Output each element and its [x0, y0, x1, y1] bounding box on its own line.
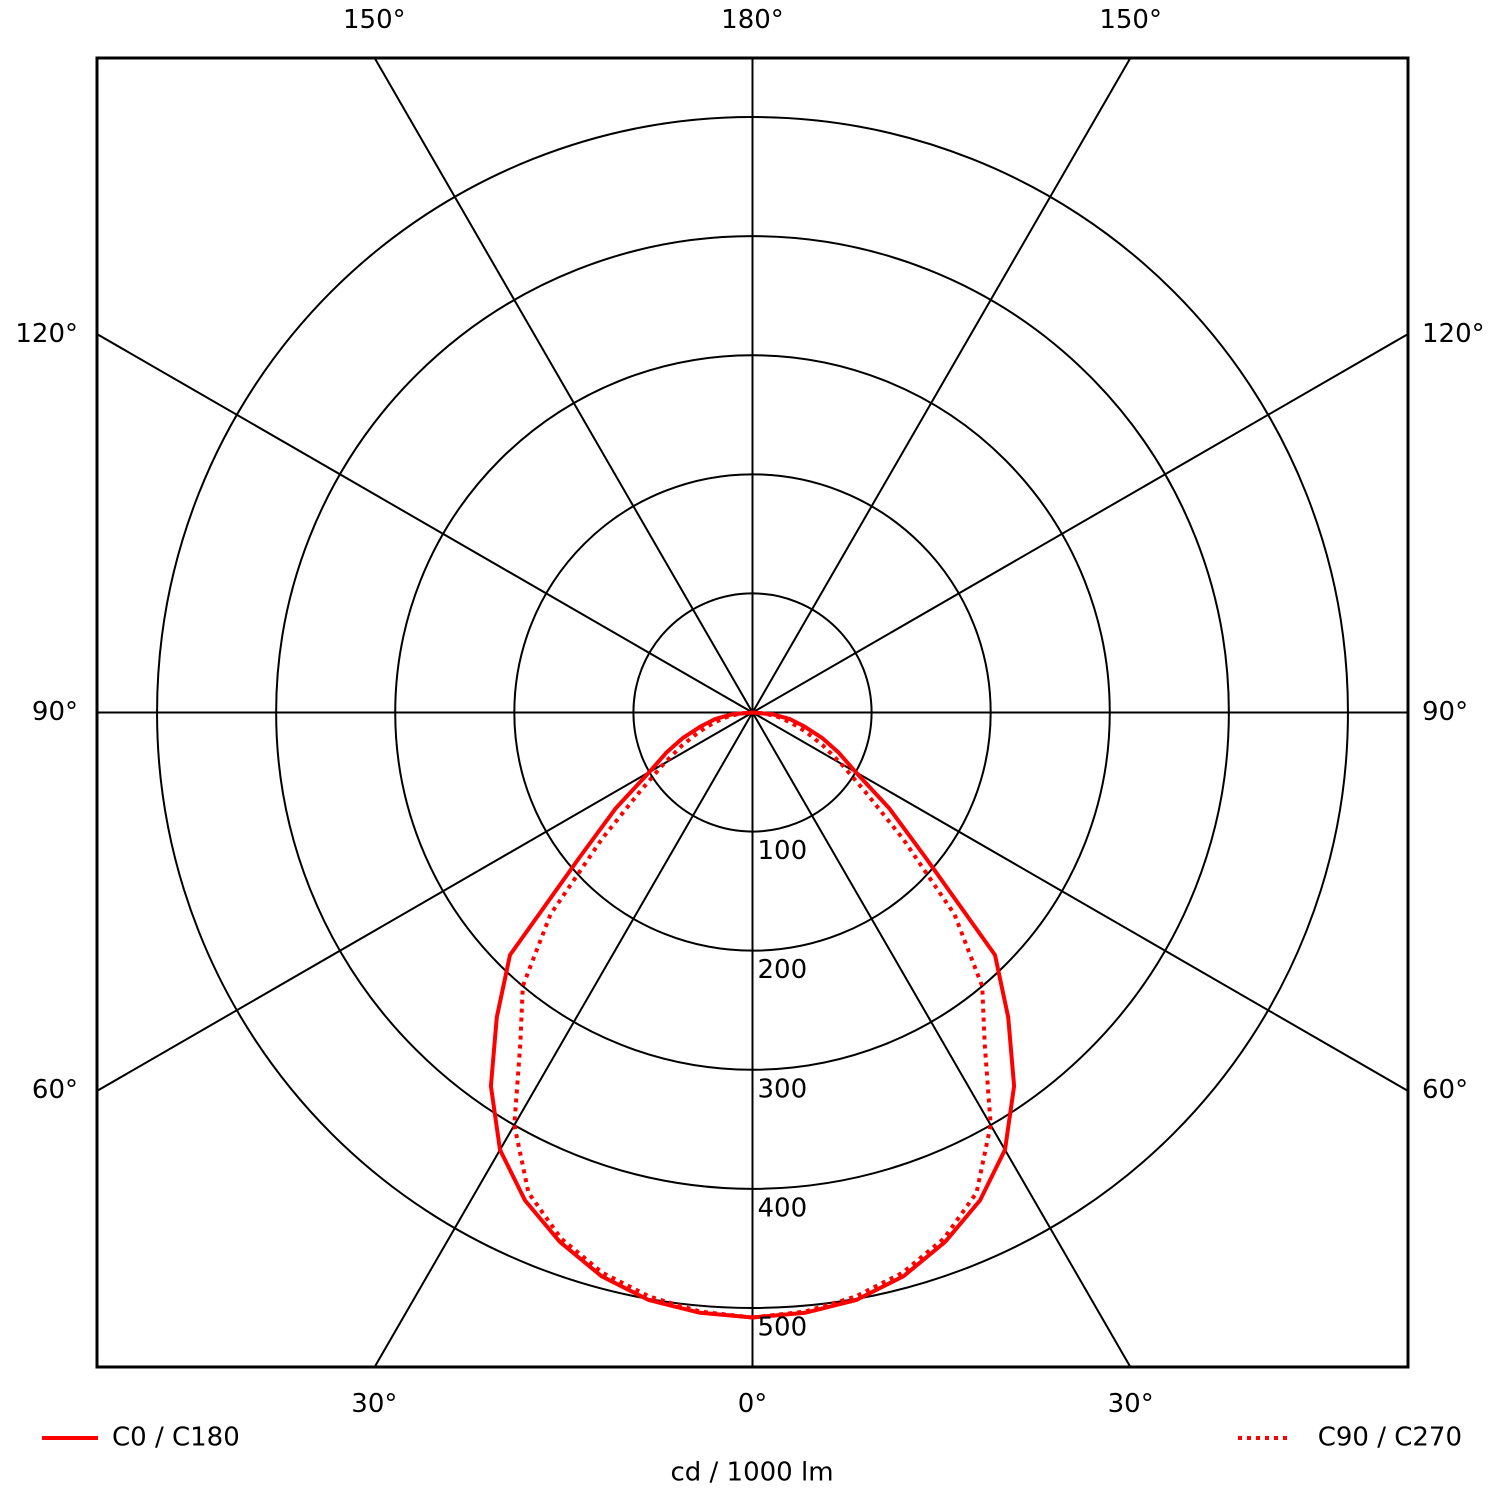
angle-tick-label: 30° — [1108, 1389, 1154, 1419]
angle-tick-label: 150° — [343, 5, 406, 35]
angle-tick-label: 120° — [15, 319, 78, 349]
grid-ray — [97, 332, 754, 714]
intensity-curve — [512, 710, 753, 1320]
angle-tick-label: 60° — [32, 1075, 78, 1105]
angle-tick-label: 0° — [738, 1389, 768, 1419]
angle-tick-label: 60° — [1422, 1075, 1468, 1105]
axis-label: cd / 1000 lm — [670, 1458, 833, 1488]
grid-ray — [97, 711, 753, 1093]
grid-ray — [752, 332, 1408, 714]
angle-tick-label: 30° — [351, 1389, 397, 1419]
legend-label: C0 / C180 — [112, 1423, 240, 1453]
intensity-curve — [752, 710, 1017, 1320]
angle-tick-label: 90° — [32, 697, 78, 727]
angle-tick-label: 180° — [721, 5, 784, 35]
angle-tick-label: 150° — [1099, 5, 1162, 35]
grid-ray — [751, 58, 1132, 713]
intensity-curve — [752, 710, 993, 1320]
grid-ray — [751, 712, 1132, 1367]
grid-ray — [752, 711, 1408, 1093]
r-tick-label: 500 — [758, 1312, 808, 1342]
r-tick-label: 100 — [758, 836, 808, 866]
angle-tick-label: 120° — [1422, 319, 1485, 349]
r-tick-label: 200 — [758, 955, 808, 985]
legend-label: C90 / C270 — [1318, 1423, 1462, 1453]
r-tick-label: 400 — [758, 1193, 808, 1223]
grid-ray — [373, 58, 754, 714]
grid — [97, 58, 1408, 1367]
curves — [488, 710, 1017, 1320]
intensity-curve — [488, 710, 753, 1320]
angle-tick-label: 90° — [1422, 697, 1468, 727]
grid-ray — [373, 712, 754, 1367]
r-tick-label: 300 — [758, 1074, 808, 1104]
